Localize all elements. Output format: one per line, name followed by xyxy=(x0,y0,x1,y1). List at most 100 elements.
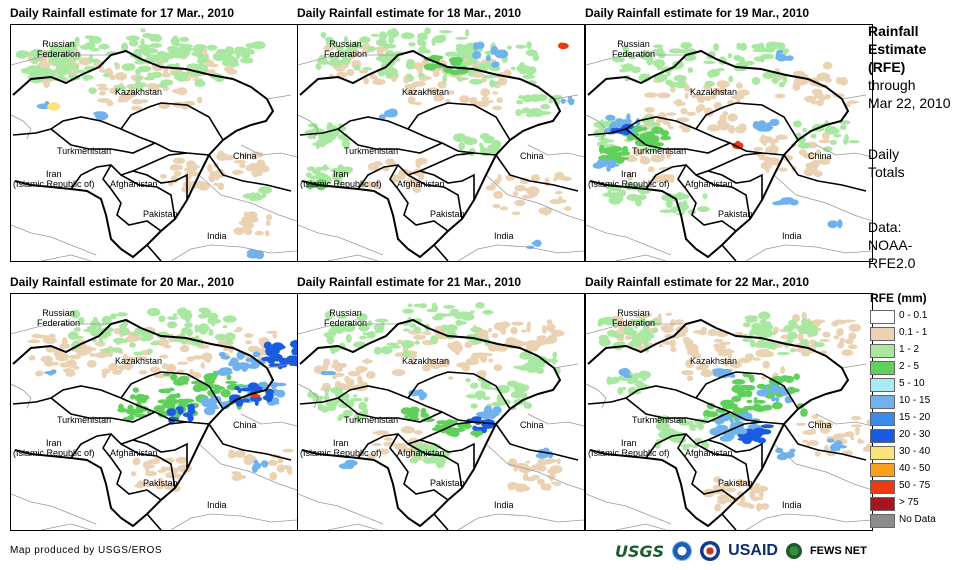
rainfall-patch xyxy=(418,391,428,400)
rainfall-patch xyxy=(705,411,719,418)
panel-title-5: Daily Rainfall estimate for 21 Mar., 201… xyxy=(297,275,522,289)
rainfall-patch xyxy=(245,357,252,363)
rainfall-patch xyxy=(534,339,548,346)
rainfall-patch xyxy=(378,114,387,120)
rainfall-patch xyxy=(272,333,278,339)
rainfall-patch xyxy=(743,384,756,391)
rainfall-patch xyxy=(128,85,135,93)
rainfall-patch xyxy=(315,172,327,177)
rainfall-patch xyxy=(363,396,369,403)
rainfall-patch xyxy=(170,36,180,46)
rainfall-patch xyxy=(737,357,752,364)
rainfall-patch xyxy=(140,335,148,342)
neighbor-border xyxy=(298,54,398,66)
country-label-china: China xyxy=(233,151,257,161)
rainfall-patch xyxy=(194,324,199,333)
rainfall-patch xyxy=(784,396,792,404)
rainfall-patch xyxy=(272,353,283,362)
rainfall-patch xyxy=(521,329,527,333)
rainfall-patch xyxy=(535,452,549,459)
rainfall-patch xyxy=(250,151,264,158)
sidebar-data-source: Data: NOAA- RFE2.0 xyxy=(868,218,915,272)
rainfall-patch xyxy=(597,141,602,147)
rainfall-patch xyxy=(413,430,423,435)
country-border xyxy=(433,513,449,530)
rainfall-patch xyxy=(829,140,837,145)
rainfall-patch xyxy=(484,407,493,416)
country-label-iran: Iran (Islamic Republic of) xyxy=(300,438,382,458)
rainfall-patch xyxy=(753,147,764,151)
rainfall-patch xyxy=(400,407,413,415)
rainfall-patch xyxy=(657,92,671,99)
rainfall-patch xyxy=(537,458,546,466)
rainfall-patch xyxy=(470,382,479,389)
country-label-kazakhstan: Kazakhstan xyxy=(115,356,163,366)
rainfall-patch xyxy=(345,323,353,333)
country-label-turkmenistan: Turkmenistan xyxy=(344,146,399,156)
rainfall-patch xyxy=(413,303,423,308)
neighbor-border xyxy=(266,94,292,100)
country-label-pakistan: Pakistan xyxy=(143,478,178,488)
rainfall-patch xyxy=(325,399,339,408)
rainfall-patch xyxy=(765,321,772,325)
legend-swatch xyxy=(870,327,895,341)
rainfall-patch xyxy=(157,469,166,473)
rainfall-patch xyxy=(282,448,294,453)
rainfall-patch xyxy=(344,320,351,324)
rainfall-patch xyxy=(658,343,664,348)
country-label-afghanistan: Afghanistan xyxy=(685,448,733,458)
neighbor-border xyxy=(240,144,297,158)
rainfall-patch xyxy=(254,230,264,236)
rainfall-patch xyxy=(736,501,751,507)
legend-label: 20 - 30 xyxy=(899,429,931,440)
country-label-kazakhstan: Kazakhstan xyxy=(402,356,450,366)
rainfall-patch xyxy=(815,319,821,327)
country-border xyxy=(50,128,156,154)
rainfall-patch xyxy=(321,405,329,413)
rainfall-patch xyxy=(700,369,713,378)
country-label-india: India xyxy=(494,500,514,510)
rainfall-patch xyxy=(617,189,627,197)
rainfall-patch xyxy=(746,399,753,404)
rainfall-patch xyxy=(99,91,106,96)
legend-label: 50 - 75 xyxy=(899,480,931,491)
rainfall-patch xyxy=(499,206,509,211)
rainfall-patch xyxy=(307,134,315,139)
neighbor-border xyxy=(457,244,584,261)
rainfall-patch xyxy=(761,315,767,322)
rainfall-patch xyxy=(139,394,148,404)
legend-swatch xyxy=(870,497,895,511)
rainfall-patch xyxy=(613,321,618,329)
rainfall-patch xyxy=(174,75,188,81)
rainfall-patch xyxy=(513,365,524,369)
neighbor-border xyxy=(586,493,672,525)
rainfall-patch xyxy=(70,309,81,319)
rainfall-patch xyxy=(166,316,178,320)
rainfall-patch xyxy=(226,69,238,75)
rainfall-patch xyxy=(522,97,532,103)
rainfall-patch xyxy=(863,446,872,450)
rainfall-patch xyxy=(224,332,236,342)
rainfall-patch xyxy=(400,32,415,40)
rainfall-patch xyxy=(362,332,368,336)
rainfall-patch xyxy=(718,86,727,95)
rainfall-patch xyxy=(342,409,353,417)
rainfall-patch xyxy=(111,347,123,353)
rainfall-patch xyxy=(194,79,206,87)
rainfall-patch xyxy=(404,83,417,90)
rainfall-patch xyxy=(84,42,96,50)
rainfall-patch xyxy=(681,194,690,199)
legend-label: 5 - 10 xyxy=(899,378,925,389)
rainfall-patch xyxy=(775,52,782,60)
rainfall-patch xyxy=(848,140,860,144)
rainfall-patch xyxy=(90,58,101,63)
rainfall-patch xyxy=(149,366,161,373)
panel-title-6: Daily Rainfall estimate for 22 Mar., 201… xyxy=(585,275,810,289)
rainfall-patch xyxy=(415,157,428,165)
rainfall-patch xyxy=(762,386,769,396)
rainfall-patch xyxy=(449,56,463,64)
rainfall-patch xyxy=(673,74,687,82)
rainfall-patch xyxy=(346,69,355,77)
rainfall-patch xyxy=(769,118,780,127)
rainfall-patch xyxy=(242,222,255,229)
